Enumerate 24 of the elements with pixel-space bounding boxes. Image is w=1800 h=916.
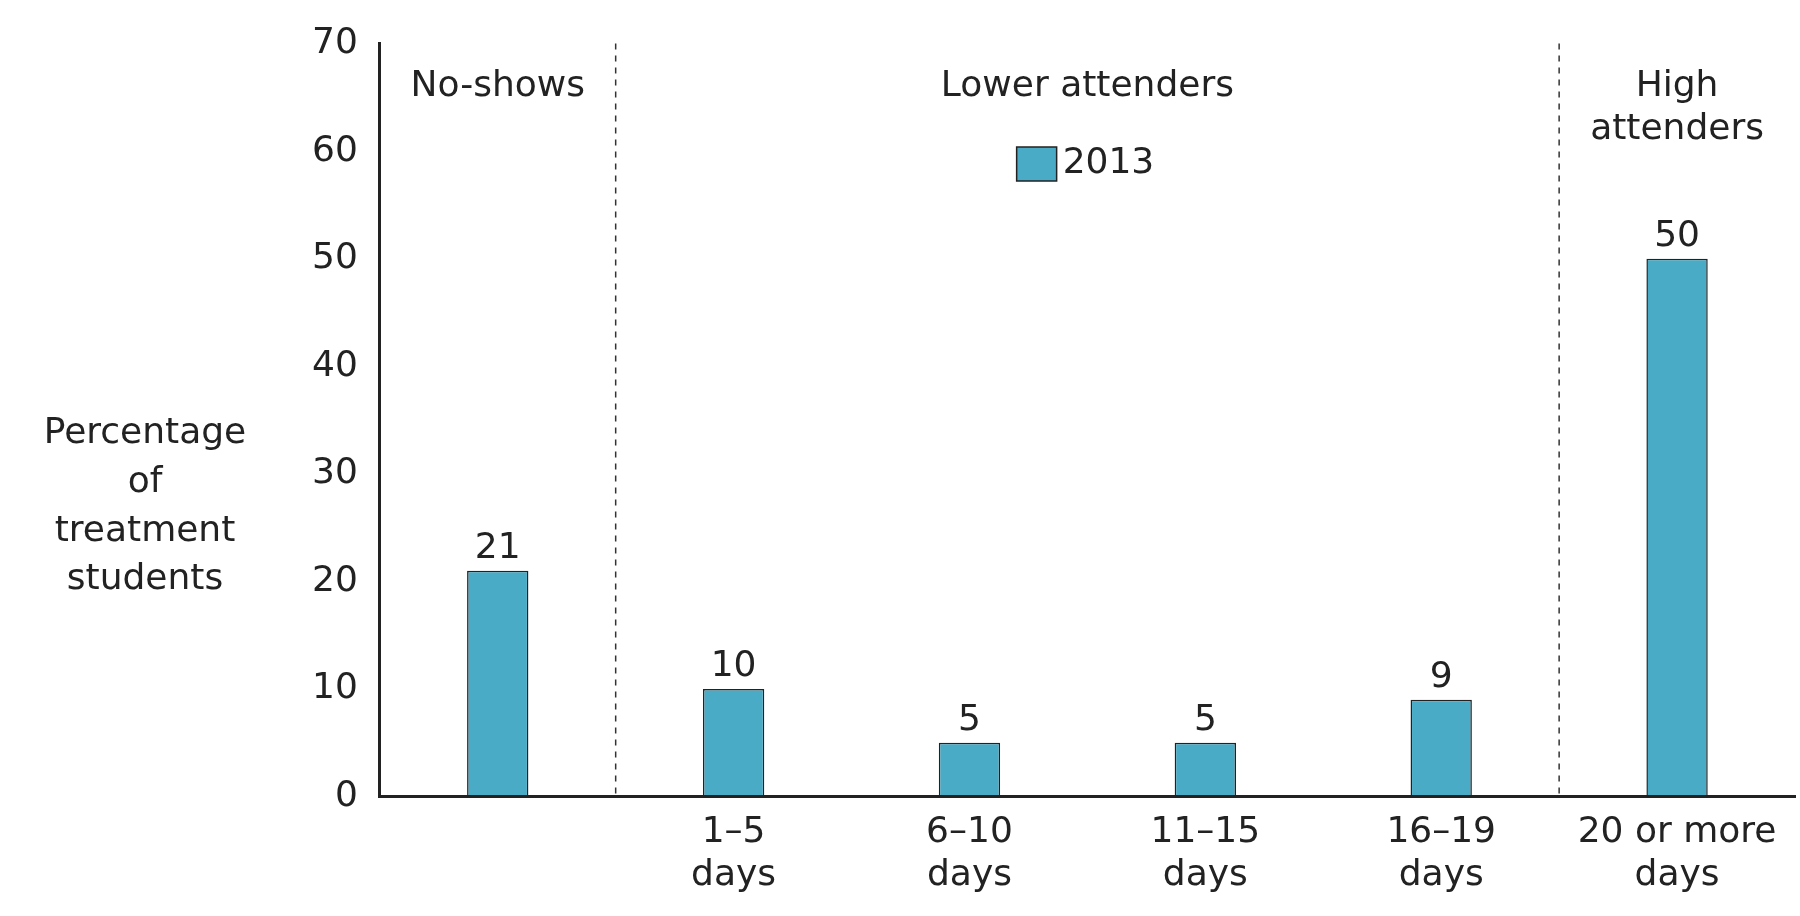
annotation: No-shows	[410, 62, 585, 104]
data-label: 5	[958, 697, 981, 739]
data-label: 9	[1429, 654, 1453, 696]
data-label: 5	[1193, 697, 1217, 739]
x-tick-label: 6–10 days	[926, 808, 1013, 893]
y-axis-title: Percentage of treatment students	[43, 410, 247, 598]
y-tick-label: 60	[312, 127, 358, 169]
y-tick-label: 50	[312, 235, 358, 277]
data-label: 21	[474, 525, 521, 567]
y-tick-label: 30	[312, 450, 358, 492]
annotation: High attenders	[1590, 62, 1764, 148]
x-tick-label: 16–19 days	[1386, 808, 1497, 893]
y-tick-label: 20	[312, 557, 358, 599]
y-tick-label: 0	[334, 772, 358, 814]
data-label: 50	[1654, 213, 1700, 255]
legend-label: 2013	[1062, 140, 1155, 182]
x-tick-label: 11–15 days	[1150, 808, 1261, 893]
data-label: 10	[710, 643, 757, 685]
y-tick-label: 10	[312, 665, 358, 707]
x-tick-label: 20 or more days	[1577, 808, 1777, 893]
x-tick-label: 1–5 days	[691, 808, 777, 893]
y-tick-label: 70	[312, 19, 358, 61]
y-tick-label: 40	[312, 342, 358, 384]
annotation: Lower attenders	[940, 62, 1234, 104]
